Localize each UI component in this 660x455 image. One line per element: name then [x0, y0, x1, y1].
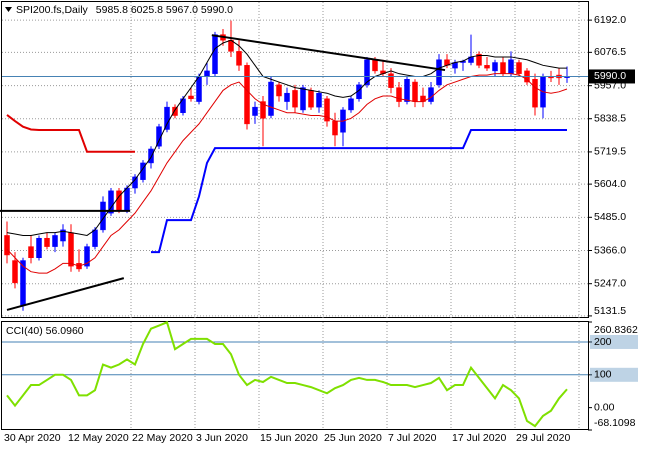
candle-body [204, 70, 210, 77]
candle-body [52, 235, 58, 247]
main-frame [1, 1, 589, 318]
candle-body [116, 190, 122, 211]
candle-body [108, 190, 114, 214]
y-tick-label: -68.1098 [594, 417, 636, 429]
header-icon [5, 7, 12, 12]
overlay-line [6, 39, 567, 236]
candle-body [172, 106, 178, 116]
y-tick-label: 260.8362 [594, 324, 638, 336]
x-tick-label: 29 Jul 2020 [516, 432, 570, 444]
candle-body [244, 65, 250, 125]
candle-body [68, 232, 74, 267]
candle-body [484, 65, 490, 69]
x-tick-label: 25 Jun 2020 [324, 432, 382, 444]
y-tick-label: 5247.0 [594, 277, 626, 289]
y-tick-label: 5485.0 [594, 211, 626, 223]
chart-subtitle: 5985.8 6025.8 5967.0 5990.0 [96, 4, 233, 16]
cci-title: CCI(40) 56.0960 [6, 325, 84, 337]
level-label-box [590, 367, 638, 382]
candle-body [348, 98, 354, 111]
candle-body [92, 229, 98, 247]
overlay-line [6, 114, 135, 153]
candle-body [532, 79, 538, 108]
cci-line [6, 320, 568, 428]
candle-body [324, 98, 330, 122]
y-tick-label: 5604.0 [594, 178, 626, 190]
candle-body [332, 120, 338, 136]
trendline [211, 34, 446, 72]
x-tick-label: 3 Jun 2020 [196, 432, 248, 444]
candle-body [268, 81, 274, 116]
trendline [6, 277, 125, 311]
candle-body [260, 101, 266, 119]
candle-body [4, 235, 10, 256]
candle-body [428, 87, 434, 102]
candle-body [84, 246, 90, 267]
candle-body [372, 59, 378, 72]
candle-body [28, 246, 34, 259]
x-tick-label: 15 Jun 2020 [260, 432, 318, 444]
candle-body [516, 62, 522, 74]
candle-body [500, 62, 506, 74]
x-tick-label: 30 Apr 2020 [4, 432, 61, 444]
level-label-box [590, 334, 638, 349]
overlay-line [151, 129, 567, 254]
candle-body [252, 106, 258, 116]
candle-body [308, 90, 314, 108]
candle-body [132, 176, 138, 189]
cci-frame [1, 321, 589, 430]
chart-title: SPI200.fs,Daily [16, 4, 89, 16]
candle-body [236, 51, 242, 66]
y-tick-label: 0.00 [594, 401, 615, 413]
candle-body [508, 59, 514, 74]
candle-body [196, 76, 202, 102]
current-price-label: 5990.0 [594, 70, 626, 82]
y-tick-label: 100 [594, 369, 612, 381]
candle-body [60, 229, 66, 242]
candle-body [492, 62, 498, 72]
candle-body [284, 92, 290, 102]
y-tick-label: 5131.5 [594, 305, 626, 317]
x-tick-label: 22 May 2020 [132, 432, 193, 444]
candle-body [364, 59, 370, 86]
current-price-box [589, 69, 635, 84]
candle-body [44, 237, 50, 247]
x-tick-label: 17 Jul 2020 [452, 432, 506, 444]
candle-body [316, 92, 322, 108]
candle-body [164, 106, 170, 130]
y-tick-label: 5366.0 [594, 244, 626, 256]
y-tick-label: 6192.0 [594, 14, 626, 26]
y-tick-label: 6076.5 [594, 46, 626, 58]
candle-body [404, 79, 410, 102]
candle-body [12, 260, 18, 284]
candle-body [276, 84, 282, 97]
candle-body [412, 81, 418, 102]
candle-body [212, 34, 218, 74]
y-tick-label: 200 [594, 336, 612, 348]
y-tick-label: 5838.5 [594, 113, 626, 125]
candle-body [476, 53, 482, 66]
candle-body [396, 87, 402, 102]
y-tick-label: 5719.5 [594, 146, 626, 158]
x-tick-label: 12 May 2020 [68, 432, 129, 444]
candle-body [436, 59, 442, 86]
candle-body [188, 95, 194, 100]
candle-body [292, 90, 298, 108]
candle-body [124, 187, 130, 211]
candle-body [388, 73, 394, 88]
candle-body [36, 237, 42, 259]
candle-body [148, 148, 154, 164]
candle-body [300, 87, 306, 111]
x-tick-label: 7 Jul 2020 [388, 432, 437, 444]
